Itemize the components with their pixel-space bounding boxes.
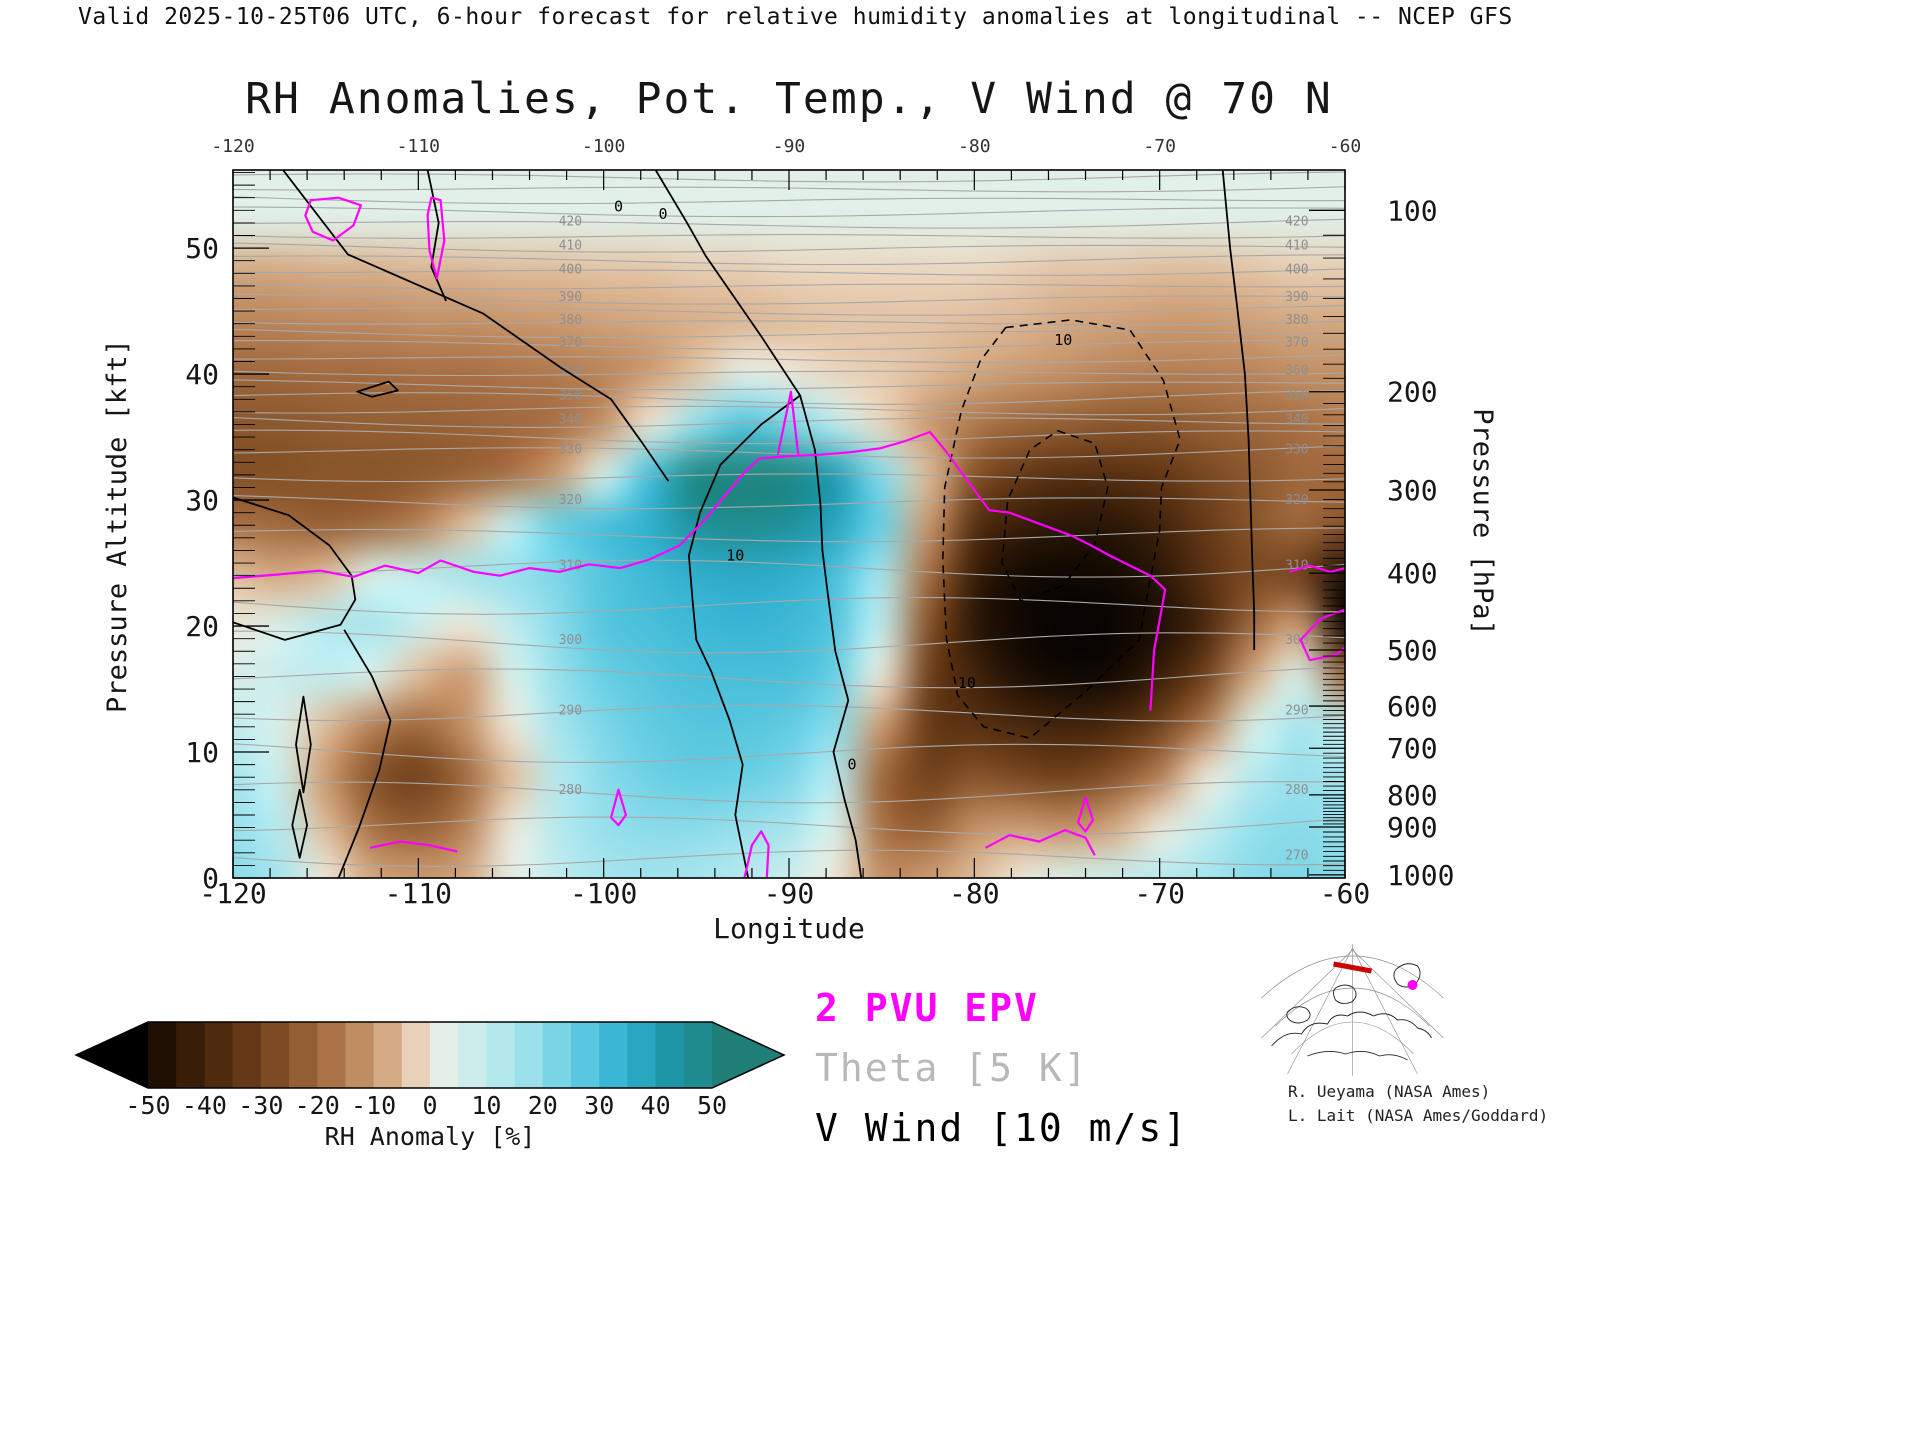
y-tick-label-hpa: 400 xyxy=(1387,557,1438,590)
y-tick-label-hpa: 600 xyxy=(1387,690,1438,723)
y-tick-label-hpa: 700 xyxy=(1387,732,1438,765)
x-axis-title: Longitude xyxy=(713,912,865,945)
y-tick-label-kft: 50 xyxy=(185,232,219,265)
x-tick-label: -60 xyxy=(1320,877,1371,910)
x-tick-label-top: -90 xyxy=(773,136,806,157)
y-axis-left-title: Pressure Altitude [kft] xyxy=(102,339,133,713)
colorbar-tick-label: 0 xyxy=(422,1091,437,1120)
colorbar-segment xyxy=(204,1022,234,1088)
colorbar-segment xyxy=(401,1022,431,1088)
colorbar-tick-label: 50 xyxy=(697,1091,727,1120)
colorbar-label: RH Anomaly [%] xyxy=(324,1122,536,1151)
colorbar-segment xyxy=(514,1022,544,1088)
colorbar-segment xyxy=(655,1022,685,1088)
colorbar-tick-label: 10 xyxy=(471,1091,501,1120)
map-cross-section-marker xyxy=(1333,961,1372,974)
y-tick-label-hpa: 100 xyxy=(1387,194,1438,227)
legend-pvu-epv: 2 PVU EPV xyxy=(815,986,1039,1030)
colorbar-segment xyxy=(430,1022,459,1088)
y-tick-label-hpa: 200 xyxy=(1387,376,1438,409)
y-axis-right-title: Pressure [hPa] xyxy=(1467,408,1498,636)
colorbar-segment xyxy=(542,1022,572,1088)
y-tick-label-kft: 30 xyxy=(185,484,219,517)
colorbar-segment xyxy=(289,1022,318,1088)
rh-anomaly-field xyxy=(233,170,1345,878)
credit-line-2: L. Lait (NASA Ames/Goddard) xyxy=(1288,1106,1549,1125)
y-tick-label-kft: 0 xyxy=(202,862,219,895)
x-tick-label: -70 xyxy=(1134,877,1185,910)
colorbar-segment xyxy=(486,1022,516,1088)
y-tick-label-hpa: 300 xyxy=(1387,474,1438,507)
colorbar-left-arrow xyxy=(76,1022,148,1088)
map-point-marker xyxy=(1407,980,1418,990)
chart-title: RH Anomalies, Pot. Temp., V Wind @ 70 N xyxy=(245,74,1333,124)
colorbar-segment xyxy=(176,1022,205,1088)
credit-line-1: R. Ueyama (NASA Ames) xyxy=(1288,1082,1491,1101)
x-tick-label: -90 xyxy=(764,877,815,910)
legend-theta: Theta [5 K] xyxy=(815,1046,1089,1090)
colorbar-tick-label: -20 xyxy=(295,1091,340,1120)
colorbar-segment xyxy=(345,1022,375,1088)
colorbar-tick-label: 40 xyxy=(641,1091,671,1120)
colorbar-tick-label: -40 xyxy=(182,1091,227,1120)
y-tick-label-hpa: 1000 xyxy=(1387,859,1454,892)
x-tick-label-top: -80 xyxy=(958,136,991,157)
colorbar-segment xyxy=(373,1022,403,1088)
locator-map xyxy=(1261,944,1444,1076)
map-graticule xyxy=(1261,944,1444,1076)
y-tick-label-kft: 20 xyxy=(185,610,219,643)
y-tick-label-hpa: 900 xyxy=(1387,811,1438,844)
colorbar-tick-label: 30 xyxy=(584,1091,614,1120)
colorbar-segment xyxy=(599,1022,628,1088)
colorbar-segment xyxy=(232,1022,262,1088)
colorbar-segment xyxy=(571,1022,600,1088)
colorbar-tick-label: -30 xyxy=(238,1091,283,1120)
x-tick-label-top: -70 xyxy=(1143,136,1176,157)
colorbar-segment xyxy=(260,1022,290,1088)
colorbar-tick-label: -50 xyxy=(125,1091,170,1120)
colorbar-segment xyxy=(458,1022,487,1088)
x-tick-label: -120 xyxy=(199,877,266,910)
valid-line: Valid 2025-10-25T06 UTC, 6-hour forecast… xyxy=(78,4,1513,30)
colorbar-segment xyxy=(683,1022,713,1088)
x-tick-label-top: -120 xyxy=(211,136,254,157)
y-tick-label-hpa: 500 xyxy=(1387,634,1438,667)
y-tick-label-kft: 10 xyxy=(185,736,219,769)
x-tick-label: -80 xyxy=(949,877,1000,910)
y-tick-label-kft: 40 xyxy=(185,358,219,391)
colorbar-right-arrow xyxy=(712,1022,784,1088)
x-tick-label-top: -110 xyxy=(397,136,440,157)
colorbar-tick-label: -10 xyxy=(351,1091,396,1120)
legend-v-wind: V Wind [10 m/s] xyxy=(815,1106,1189,1150)
x-tick-label: -100 xyxy=(570,877,637,910)
x-tick-label-top: -60 xyxy=(1329,136,1362,157)
colorbar-segment xyxy=(627,1022,657,1088)
map-coastlines xyxy=(1271,963,1432,1061)
colorbar-segment xyxy=(317,1022,346,1088)
y-tick-label-hpa: 800 xyxy=(1387,779,1438,812)
colorbar-segment xyxy=(148,1022,177,1088)
x-tick-label: -110 xyxy=(385,877,452,910)
colorbar-tick-label: 20 xyxy=(528,1091,558,1120)
x-tick-label-top: -100 xyxy=(582,136,625,157)
